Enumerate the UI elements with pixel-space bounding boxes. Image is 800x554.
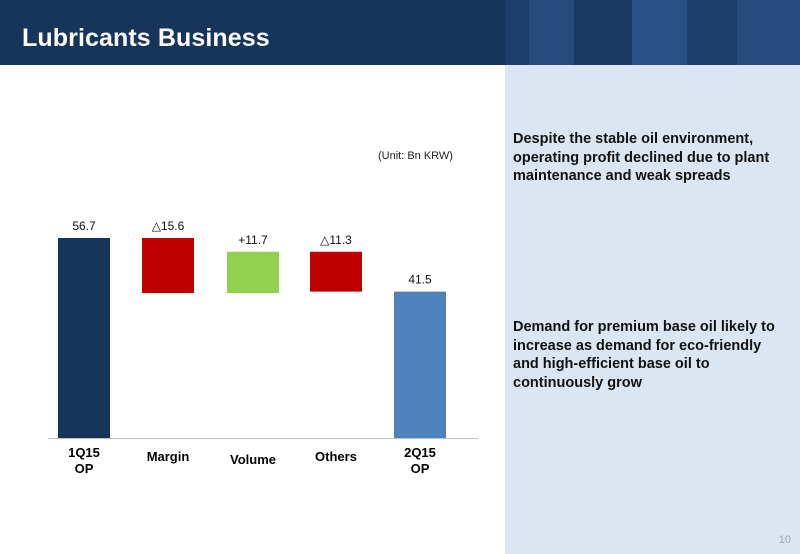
- page-title: Lubricants Business: [22, 24, 270, 52]
- header-decor-strip: [687, 0, 737, 65]
- category-label-4: Others: [315, 449, 357, 464]
- bar-decrease-4: [310, 251, 362, 292]
- bar-total-1: [58, 238, 110, 438]
- commentary-note-2: Demand for premium base oil likely to in…: [513, 319, 775, 391]
- data-label-1: 56.7: [72, 219, 96, 233]
- bar-decrease-2: [142, 238, 194, 294]
- category-label-3: Volume: [230, 452, 276, 467]
- category-label-1: 1Q15 OP: [68, 445, 100, 476]
- category-label-5: 2Q15 OP: [404, 445, 436, 476]
- header-decor-strip: [737, 0, 800, 65]
- bar-total-5: [394, 291, 446, 438]
- data-label-3: +11.7: [238, 233, 268, 247]
- bar-increase-3: [227, 251, 279, 294]
- waterfall-chart: 56.7 1Q15 OP △15.6 Margin +11.7 Volume △11.3 Oth…: [48, 219, 478, 476]
- header-decor-strip: [505, 0, 529, 65]
- header-decor-strip: [529, 0, 574, 65]
- header-decor-strip: [632, 0, 687, 65]
- header-bar: Lubricants Business: [0, 0, 800, 65]
- commentary-panel: [505, 65, 800, 554]
- category-label-2: Margin: [147, 449, 190, 464]
- data-label-4: △11.3: [320, 233, 352, 247]
- data-label-5: 41.5: [408, 273, 432, 287]
- data-label-2: △15.6: [152, 219, 185, 233]
- page-number: 10: [778, 534, 791, 546]
- unit-label: (Unit: Bn KRW): [378, 150, 453, 162]
- commentary-note-1: Despite the stable oil environment, oper…: [513, 131, 770, 184]
- header-decor-strip: [574, 0, 632, 65]
